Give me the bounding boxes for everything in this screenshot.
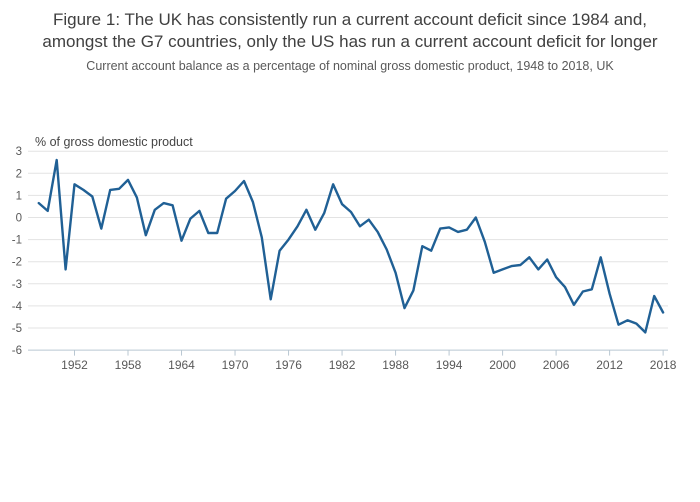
- x-axis-tick-labels: 1952 1958 1964 1970 1976 1982 1988 1994 2000 2006…: [61, 358, 677, 372]
- uk-current-account-line: [37, 158, 665, 334]
- y-tick-label: -3: [12, 279, 22, 291]
- y-tick-label: 0: [16, 213, 22, 225]
- chart-title: Figure 1: The UK has consistently run a …: [42, 10, 658, 51]
- y-tick-label: 3: [16, 146, 22, 158]
- x-tick-label: 2006: [543, 358, 570, 372]
- y-tick-label: -5: [12, 323, 22, 335]
- x-tick-label: 2000: [489, 358, 516, 372]
- data-series: [37, 158, 665, 334]
- x-tick-label: 1988: [382, 358, 409, 372]
- x-tick-label: 1994: [436, 358, 463, 372]
- x-tick-label: 1982: [329, 358, 356, 372]
- chart-subtitle: Current account balance as a percentage …: [86, 59, 614, 73]
- x-tick-label: 1964: [168, 358, 195, 372]
- y-tick-label: -1: [12, 235, 22, 247]
- y-tick-label: 1: [16, 190, 22, 202]
- y-tick-label: -6: [12, 345, 22, 357]
- x-axis: [74, 350, 664, 356]
- y-axis-tick-labels: 3 2 1 0 -1 -2 -3 -4 -5 -6: [12, 146, 23, 357]
- x-tick-label: 2018: [650, 358, 677, 372]
- x-tick-label: 2012: [596, 358, 623, 372]
- x-tick-label: 1958: [115, 358, 142, 372]
- x-tick-label: 1970: [222, 358, 249, 372]
- y-tick-label: 2: [16, 168, 22, 180]
- x-tick-label: 1976: [275, 358, 302, 372]
- y-axis-title: % of gross domestic product: [35, 135, 193, 149]
- y-tick-label: -4: [12, 301, 23, 313]
- x-tick-label: 1952: [61, 358, 88, 372]
- y-tick-label: -2: [12, 257, 22, 269]
- gridlines: [28, 150, 668, 351]
